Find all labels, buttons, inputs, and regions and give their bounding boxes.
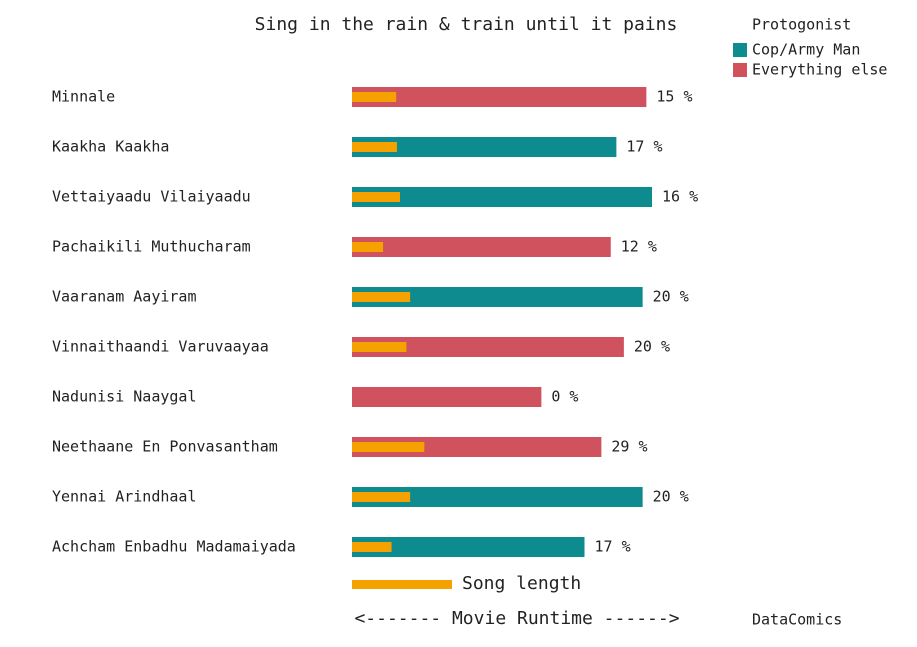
value-label: 29 %: [611, 438, 647, 456]
category-label: Yennai Arindhaal: [52, 488, 197, 506]
runtime-bar: [352, 137, 617, 157]
legend-swatch: [733, 63, 747, 77]
legend-swatch: [733, 43, 747, 57]
chart-title: Sing in the rain & train until it pains: [255, 14, 678, 35]
source: DataComics: [752, 611, 842, 629]
song-legend-label: Song length: [462, 573, 581, 594]
runtime-bar: [352, 187, 652, 207]
category-label: Nadunisi Naaygal: [52, 388, 197, 406]
category-label: Achcham Enbadhu Madamaiyada: [52, 538, 296, 556]
category-label: Minnale: [52, 88, 115, 106]
song-bar: [352, 442, 425, 452]
category-label: Vaaranam Aayiram: [52, 288, 197, 306]
legend-label: Everything else: [752, 61, 887, 79]
value-label: 20 %: [634, 338, 670, 356]
song-bar: [352, 292, 411, 302]
song-bar: [352, 242, 384, 252]
song-bar: [352, 92, 397, 102]
legend-title: Protogonist: [752, 16, 851, 34]
song-bar: [352, 542, 392, 552]
value-label: 17 %: [595, 538, 631, 556]
runtime-bar: [352, 387, 542, 407]
category-label: Pachaikili Muthucharam: [52, 238, 251, 256]
runtime-bar: [352, 237, 611, 257]
x-axis-label: <------- Movie Runtime ------>: [354, 608, 679, 629]
value-label: 17 %: [626, 138, 662, 156]
value-label: 16 %: [662, 188, 698, 206]
legend-label: Cop/Army Man: [752, 41, 860, 59]
runtime-bar: [352, 487, 643, 507]
song-bar: [352, 492, 411, 502]
category-label: Vettaiyaadu Vilaiyaadu: [52, 188, 251, 206]
runtime-bar: [352, 87, 647, 107]
value-label: 15 %: [656, 88, 692, 106]
song-legend-swatch: [352, 580, 452, 589]
value-label: 12 %: [621, 238, 657, 256]
runtime-bar: [352, 537, 585, 557]
runtime-bar: [352, 337, 624, 357]
value-label: 20 %: [653, 488, 689, 506]
song-bar: [352, 142, 397, 152]
category-label: Neethaane En Ponvasantham: [52, 438, 278, 456]
song-bar: [352, 342, 407, 352]
value-label: 20 %: [653, 288, 689, 306]
song-bar: [352, 192, 400, 202]
category-label: Vinnaithaandi Varuvaayaa: [52, 338, 269, 356]
category-label: Kaakha Kaakha: [52, 138, 169, 156]
value-label: 0 %: [551, 388, 578, 406]
runtime-bar: [352, 287, 643, 307]
